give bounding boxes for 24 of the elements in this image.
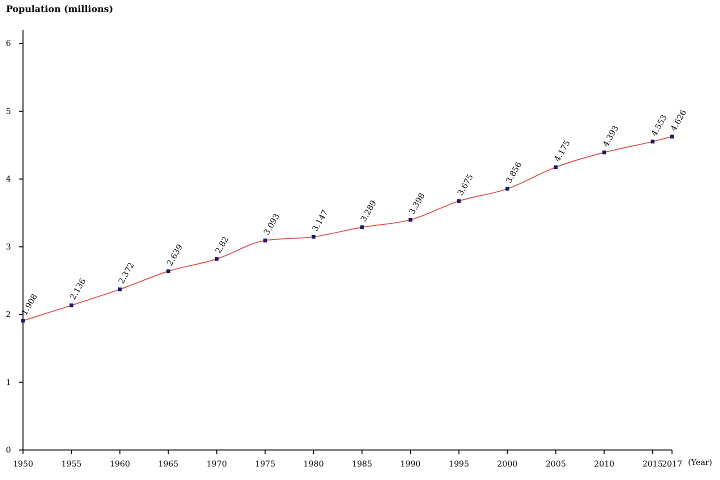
x-tick-label: 1995 [448,460,470,469]
y-tick-label: 4 [6,174,11,184]
x-axis-title: (Year) [688,458,712,467]
x-tick-label: 1980 [303,460,324,469]
y-axis-title: Population (millions) [6,5,114,15]
x-tick-label: 1975 [254,460,276,469]
y-tick-label: 1 [6,378,11,387]
x-tick-label: 2015 [642,460,663,469]
y-tick-label: 6 [6,39,11,48]
x-tick-label: 1965 [158,460,178,469]
x-tick-label: 2000 [497,460,518,469]
y-tick-label: 2 [6,310,11,320]
y-tick-label: 0 [6,446,11,455]
x-tick-label: 2005 [546,460,566,469]
y-tick-label: 3 [6,242,11,252]
x-tick-label: 2017 [662,460,682,469]
x-tick-label: 1985 [352,460,372,469]
x-tick-label: 1990 [400,460,421,469]
x-tick-label: 1950 [12,460,34,469]
x-tick-label: 2010 [594,460,614,469]
x-tick-label: 1970 [206,460,227,469]
y-tick-label: 5 [6,106,11,116]
x-tick-label: 1960 [110,460,130,469]
x-tick-label: 1955 [61,460,82,469]
